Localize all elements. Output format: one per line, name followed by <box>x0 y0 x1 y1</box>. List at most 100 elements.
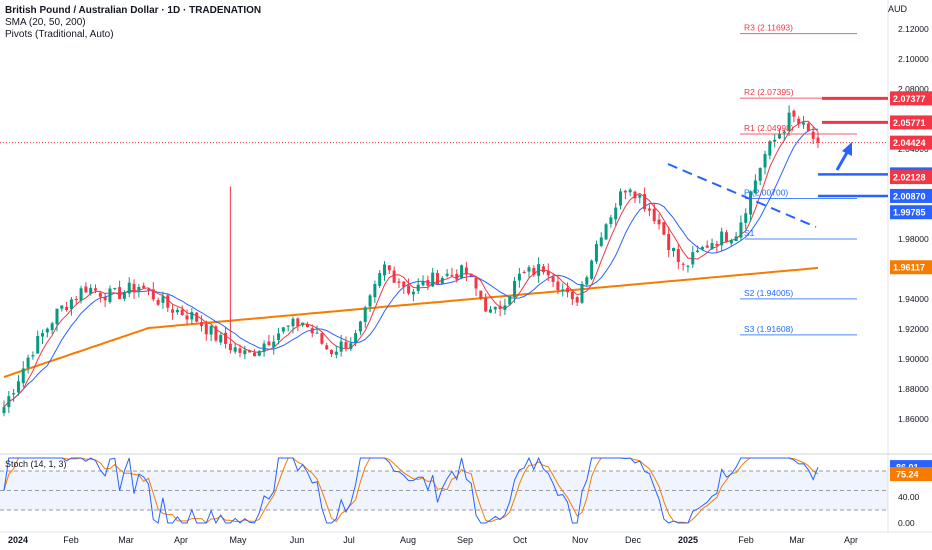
candle-body <box>166 295 170 308</box>
price-tick-label: 2.10000 <box>898 54 929 64</box>
candle-body <box>79 288 83 301</box>
price-label-bg <box>890 135 932 150</box>
candle-body <box>421 281 425 286</box>
candle-body <box>171 309 175 313</box>
candle-body <box>310 328 314 334</box>
candle-body <box>45 328 49 333</box>
candle-body <box>252 352 256 357</box>
price-label-bg <box>890 170 932 185</box>
candle-body <box>185 315 189 320</box>
time-tick-label: Mar <box>118 535 134 545</box>
candle-body <box>204 324 208 335</box>
candle-body <box>585 277 589 285</box>
candle-body <box>643 194 647 210</box>
pivot-label: P (2.00700) <box>744 188 788 198</box>
stoch-d-line <box>3 457 819 524</box>
price-label-bg <box>890 188 932 203</box>
candle-body <box>84 286 88 293</box>
candle-body <box>445 273 449 276</box>
candle-body <box>522 272 526 274</box>
price-label-bg <box>890 115 932 130</box>
candle-body <box>758 168 762 181</box>
candle-body <box>816 137 820 143</box>
candle-body <box>720 231 724 246</box>
candle-body <box>787 112 791 131</box>
candle-body <box>614 207 618 220</box>
price-label: 2.04424 <box>893 138 926 148</box>
pivot-label: R3 (2.11693) <box>744 23 793 33</box>
candle-body <box>7 396 11 408</box>
sma200-line <box>3 266 819 378</box>
price-tick-label: 1.92000 <box>898 324 929 334</box>
sma20-line <box>3 120 819 408</box>
candle-body <box>590 260 594 279</box>
candle-body <box>488 309 492 313</box>
candle-body <box>469 273 473 277</box>
candle-body <box>2 407 6 414</box>
candle-body <box>103 297 107 301</box>
pivot-label: R1 (2.04998) <box>744 123 794 133</box>
candle-body <box>142 285 146 288</box>
candle-body <box>89 287 93 294</box>
candle-body <box>532 268 536 276</box>
price-tick-label: 2.12000 <box>898 24 929 34</box>
candle-body <box>21 368 25 384</box>
candle-body <box>464 267 468 275</box>
candle-body <box>551 276 555 282</box>
candle-body <box>397 281 401 283</box>
candle-body <box>199 322 203 326</box>
candle-body <box>493 306 497 310</box>
candle-body <box>224 332 228 344</box>
candle-body <box>243 350 247 355</box>
time-tick-label: Dec <box>625 535 642 545</box>
candle-body <box>729 240 733 244</box>
candle-body <box>325 345 329 350</box>
candle-body <box>118 287 122 299</box>
candle-body <box>619 191 623 206</box>
arrow-head <box>842 142 852 156</box>
candle-body <box>700 246 704 250</box>
price-tick-label: 1.86000 <box>898 414 929 424</box>
candle-body <box>580 283 584 303</box>
candle-body <box>782 131 786 134</box>
candle-body <box>691 252 695 265</box>
candle-body <box>681 263 685 265</box>
candle-body <box>541 266 545 273</box>
candle-body <box>55 308 59 325</box>
stoch-value-bg <box>890 467 932 482</box>
candle-body <box>354 333 358 343</box>
price-label: 2.05771 <box>893 118 926 128</box>
candle-body <box>753 180 757 194</box>
stoch-tick-label: 40.00 <box>898 492 920 502</box>
candle-body <box>773 139 777 142</box>
chart-legend: British Pound / Australian Dollar · 1D ·… <box>5 5 261 41</box>
candle-body <box>479 290 483 299</box>
candle-body <box>228 343 232 351</box>
candle-body <box>811 131 815 139</box>
pivot-label: S2 (1.94005) <box>744 288 793 298</box>
candle-body <box>599 237 603 246</box>
candle-body <box>566 287 570 293</box>
sma50-line <box>3 128 819 408</box>
candle-body <box>628 189 632 193</box>
candle-body <box>26 357 30 368</box>
price-tick-label: 1.98000 <box>898 234 929 244</box>
candle-body <box>802 122 806 125</box>
candle-body <box>460 265 464 279</box>
stoch-legend: Stoch (14, 1, 3) <box>5 459 67 469</box>
currency-label[interactable]: AUD <box>888 4 908 14</box>
candle-body <box>233 347 237 352</box>
candle-body <box>455 274 459 280</box>
candle-body <box>792 110 796 117</box>
candle-body <box>151 289 155 300</box>
candle-body <box>248 350 252 353</box>
candle-body <box>806 123 810 131</box>
candle-body <box>647 208 651 211</box>
candle-body <box>262 343 266 352</box>
candle-body <box>667 233 671 250</box>
candle-body <box>546 270 550 276</box>
time-tick-label: May <box>229 535 247 545</box>
candle-body <box>652 208 656 222</box>
candle-body <box>513 280 517 298</box>
